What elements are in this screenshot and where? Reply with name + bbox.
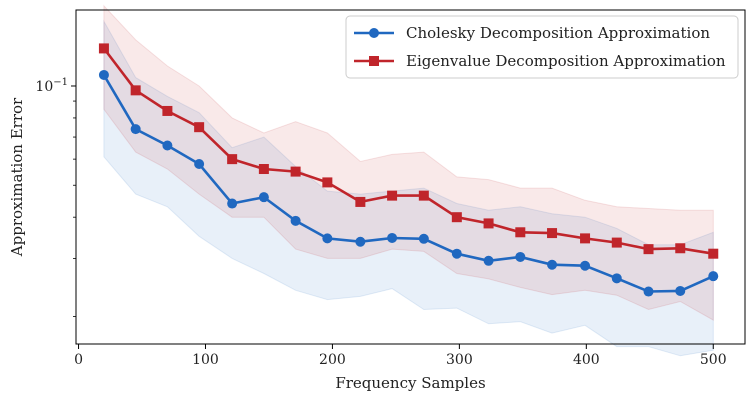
x-tick-label: 100 bbox=[192, 352, 219, 368]
plot-frame bbox=[75, 9, 746, 345]
x-tick-label: 0 bbox=[74, 352, 83, 368]
cholesky-point bbox=[162, 140, 173, 151]
cholesky-point bbox=[515, 251, 526, 262]
cholesky-point bbox=[483, 255, 494, 266]
x-tick-label: 200 bbox=[319, 352, 346, 368]
cholesky-point bbox=[708, 271, 719, 282]
cholesky-point bbox=[355, 236, 366, 247]
cholesky-point bbox=[580, 260, 591, 271]
eigenvalue-point bbox=[580, 233, 591, 244]
legend: Cholesky Decomposition Approximation Eige… bbox=[345, 15, 739, 79]
cholesky-band bbox=[103, 19, 714, 357]
eigenvalue-point bbox=[483, 218, 494, 229]
eigenvalue-band bbox=[103, 4, 714, 321]
cholesky-legend-label: Cholesky Decomposition Approximation bbox=[406, 24, 710, 42]
eigenvalue-point bbox=[708, 248, 719, 259]
cholesky-legend-marker bbox=[369, 28, 379, 38]
x-tick-label: 500 bbox=[700, 352, 727, 368]
eigenvalue-point bbox=[227, 154, 238, 165]
cholesky-point bbox=[258, 192, 269, 203]
eigenvalue-point bbox=[130, 85, 141, 96]
y-axis-ticks: 10−1 bbox=[35, 77, 76, 317]
cholesky-point bbox=[98, 69, 109, 80]
cholesky-point bbox=[451, 248, 462, 259]
x-tick-label: 300 bbox=[446, 352, 473, 368]
eigenvalue-point bbox=[675, 243, 686, 254]
eigenvalue-point bbox=[98, 43, 109, 54]
cholesky-point bbox=[547, 259, 558, 270]
cholesky-point bbox=[322, 233, 333, 244]
eigenvalue-point bbox=[387, 190, 398, 201]
eigenvalue-line bbox=[102, 47, 714, 255]
series-markers bbox=[98, 43, 719, 297]
cholesky-point bbox=[611, 273, 622, 284]
eigenvalue-point bbox=[547, 228, 558, 239]
eigenvalue-point bbox=[643, 244, 654, 255]
eigenvalue-legend-marker bbox=[369, 56, 379, 66]
x-axis-title: Frequency Samples bbox=[335, 374, 485, 392]
cholesky-line bbox=[102, 74, 714, 293]
eigenvalue-point bbox=[355, 196, 366, 207]
series-lines bbox=[102, 47, 714, 293]
eigenvalue-point bbox=[418, 190, 429, 201]
eigenvalue-point bbox=[258, 164, 269, 175]
eigenvalue-point bbox=[611, 237, 622, 248]
eigenvalue-point bbox=[194, 122, 205, 133]
cholesky-point bbox=[643, 286, 654, 297]
legend-box bbox=[345, 15, 739, 79]
eigenvalue-legend-label: Eigenvalue Decomposition Approximation bbox=[406, 52, 726, 70]
eigenvalue-point bbox=[290, 166, 301, 177]
cholesky-point bbox=[130, 124, 141, 135]
cholesky-point bbox=[227, 198, 238, 209]
x-axis-ticks: 0 100 200 300 400 500 bbox=[74, 344, 727, 368]
cholesky-point bbox=[418, 233, 429, 244]
y-axis-title: Approximation Error bbox=[8, 97, 26, 257]
cholesky-point bbox=[675, 285, 686, 296]
cholesky-point bbox=[387, 232, 398, 243]
eigenvalue-point bbox=[162, 105, 173, 116]
y-tick-label: 10−1 bbox=[35, 77, 68, 95]
eigenvalue-point bbox=[322, 177, 333, 188]
cholesky-point bbox=[290, 215, 301, 226]
x-tick-label: 400 bbox=[573, 352, 600, 368]
cholesky-point bbox=[194, 158, 205, 169]
confidence-bands bbox=[103, 4, 714, 357]
eigenvalue-point bbox=[451, 212, 462, 223]
eigenvalue-point bbox=[515, 227, 526, 238]
